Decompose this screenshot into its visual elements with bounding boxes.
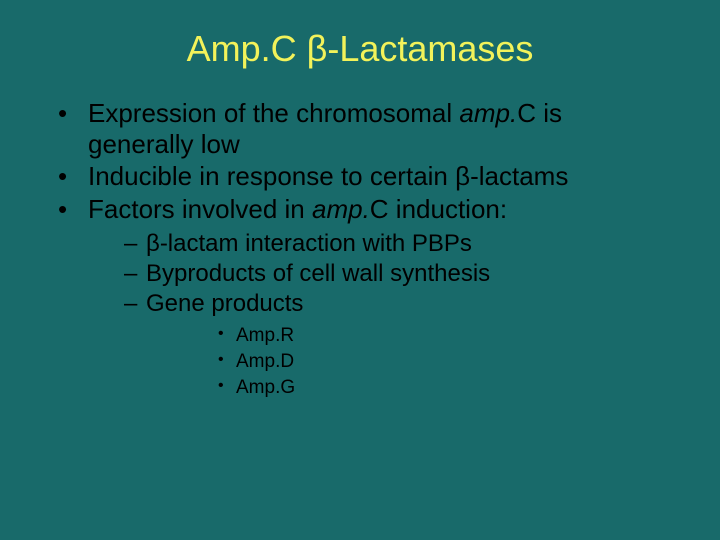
bullet-list-level1: Expression of the chromosomal amp.C is g… [50,98,670,401]
bullet-text: C induction: [370,194,507,224]
sub-bullet-item: β-lactam interaction with PBPs [88,229,670,258]
subsub-bullet-text: Amp.R [236,325,294,346]
subsub-bullet-item: Amp.G [146,376,670,401]
title-text-post: -Lactamases [327,28,533,69]
bullet-item: Inducible in response to certain β-lacta… [50,161,670,192]
beta-symbol: β [146,230,160,257]
sub-bullet-text: -lactam interaction with PBPs [160,230,472,257]
bullet-list-level3: Amp.R Amp.D Amp.G [146,324,670,400]
beta-symbol: β [455,161,470,191]
subsub-bullet-item: Amp.R [146,324,670,349]
bullet-text: Inducible in response to certain [88,161,455,191]
bullet-text: Expression of the chromosomal [88,98,459,128]
sub-bullet-text: Gene products [146,290,303,317]
bullet-list-level2: β-lactam interaction with PBPs Byproduct… [88,229,670,401]
subsub-bullet-text: Amp.G [236,377,295,398]
title-text-pre: Amp.C [187,28,307,69]
bullet-text-italic: amp. [459,98,517,128]
subsub-bullet-text: Amp.D [236,351,294,372]
bullet-text-italic: amp. [312,194,370,224]
slide-title: Amp.C β-Lactamases [50,28,670,70]
sub-bullet-text: Byproducts of cell wall synthesis [146,260,490,287]
subsub-bullet-item: Amp.D [146,350,670,375]
sub-bullet-item: Byproducts of cell wall synthesis [88,259,670,288]
slide: Amp.C β-Lactamases Expression of the chr… [0,0,720,540]
beta-symbol: β [307,28,328,69]
sub-bullet-item: Gene products Amp.R Amp.D Amp.G [88,289,670,400]
bullet-item: Factors involved in amp.C induction: β-l… [50,194,670,401]
bullet-item: Expression of the chromosomal amp.C is g… [50,98,670,159]
bullet-text: Factors involved in [88,194,312,224]
bullet-text: -lactams [470,161,568,191]
